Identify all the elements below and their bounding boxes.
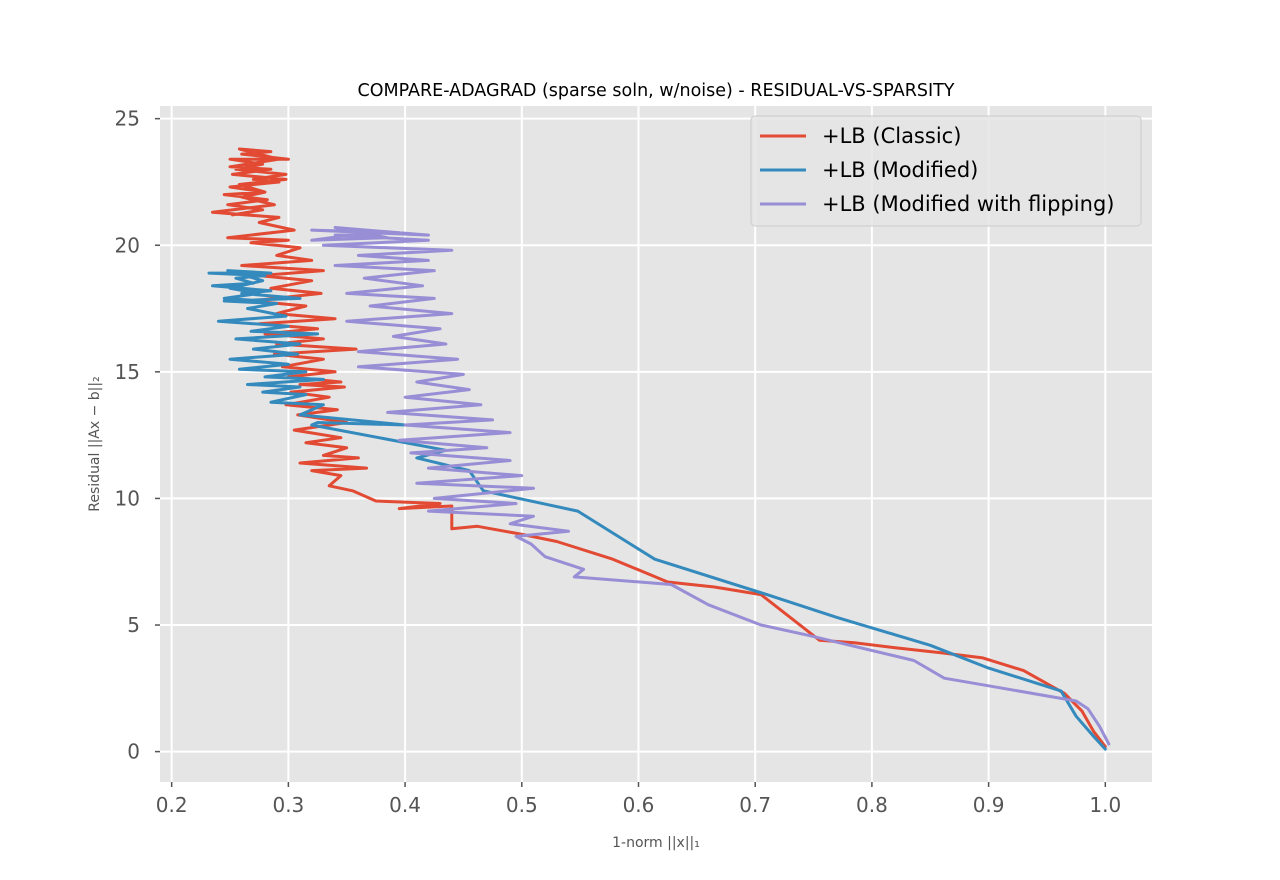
x-tick-label: 0.2	[156, 793, 188, 817]
x-tick-label: 0.4	[389, 793, 421, 817]
x-tick-label: 0.7	[739, 793, 771, 817]
x-tick-label: 0.6	[623, 793, 655, 817]
x-tick-label: 0.8	[856, 793, 888, 817]
series-lines	[207, 147, 1111, 751]
x-tick-label: 1.0	[1089, 793, 1121, 817]
x-tick-label: 0.9	[973, 793, 1005, 817]
legend: +LB (Classic) +LB (Modified) +LB (Modifi…	[750, 115, 1142, 227]
legend-box	[750, 115, 1142, 227]
x-ticks: 0.2 0.3 0.4 0.5 0.6 0.7 0.8 0.9 1.0	[156, 782, 1121, 817]
y-axis-label: Residual ||Ax − b||₂	[87, 376, 103, 511]
x-tick-label: 0.5	[506, 793, 538, 817]
legend-label-modified: +LB (Modified)	[822, 158, 978, 182]
y-tick-label: 0	[127, 740, 140, 764]
series-line-flipping	[310, 226, 1111, 746]
y-tick-label: 15	[115, 360, 140, 384]
y-tick-label: 10	[115, 486, 140, 510]
y-tick-label: 25	[115, 107, 140, 131]
legend-label-classic: +LB (Classic)	[822, 124, 961, 148]
y-tick-label: 20	[115, 233, 140, 257]
series-line-modified	[207, 269, 1107, 751]
series-line-classic	[211, 147, 1107, 749]
x-axis-label: 1-norm ||x||₁	[612, 835, 700, 851]
chart-title: COMPARE-ADAGRAD (sparse soln, w/noise) -…	[358, 81, 955, 101]
y-ticks: 0 5 10 15 20 25	[115, 107, 160, 764]
x-tick-label: 0.3	[272, 793, 304, 817]
y-tick-label: 5	[127, 613, 140, 637]
legend-label-flipping: +LB (Modified with flipping)	[822, 192, 1114, 216]
